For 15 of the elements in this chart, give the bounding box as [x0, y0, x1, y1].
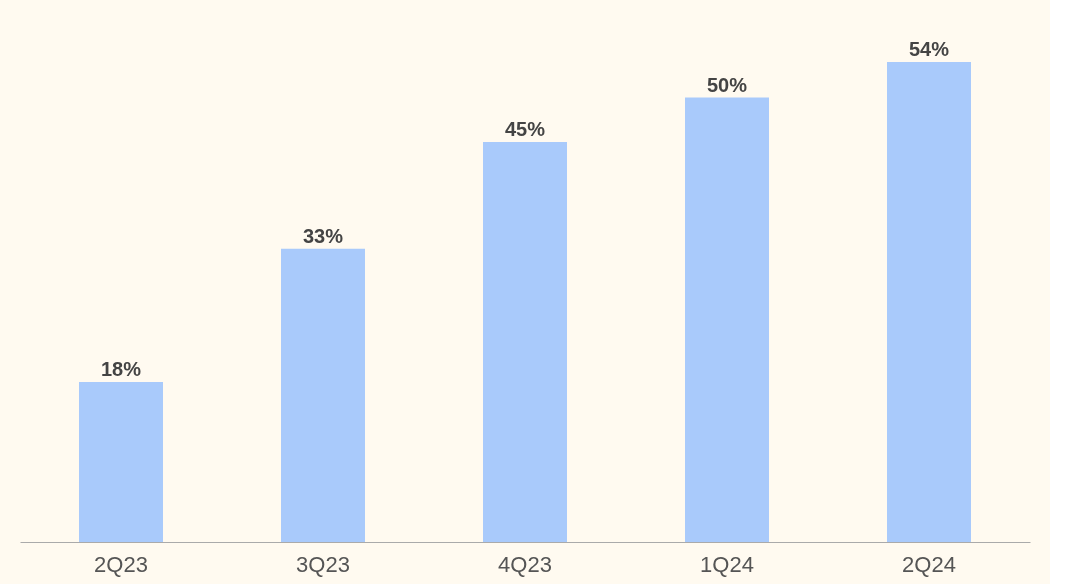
data-label: 33% — [302, 224, 344, 247]
data-label: 50% — [706, 73, 748, 96]
bar — [483, 142, 567, 542]
bar — [685, 97, 769, 542]
x-tick-label: 3Q23 — [296, 551, 350, 577]
bar — [281, 248, 365, 542]
x-tick-label: 2Q24 — [902, 551, 956, 577]
bar — [79, 382, 163, 542]
x-tick-label: 4Q23 — [498, 551, 552, 577]
bar — [887, 62, 971, 542]
data-label: 45% — [504, 118, 546, 140]
data-label: 54% — [908, 38, 950, 60]
data-label: 18% — [100, 358, 142, 380]
x-tick-label: 2Q23 — [94, 551, 148, 577]
x-tick-label: 1Q24 — [700, 551, 754, 577]
